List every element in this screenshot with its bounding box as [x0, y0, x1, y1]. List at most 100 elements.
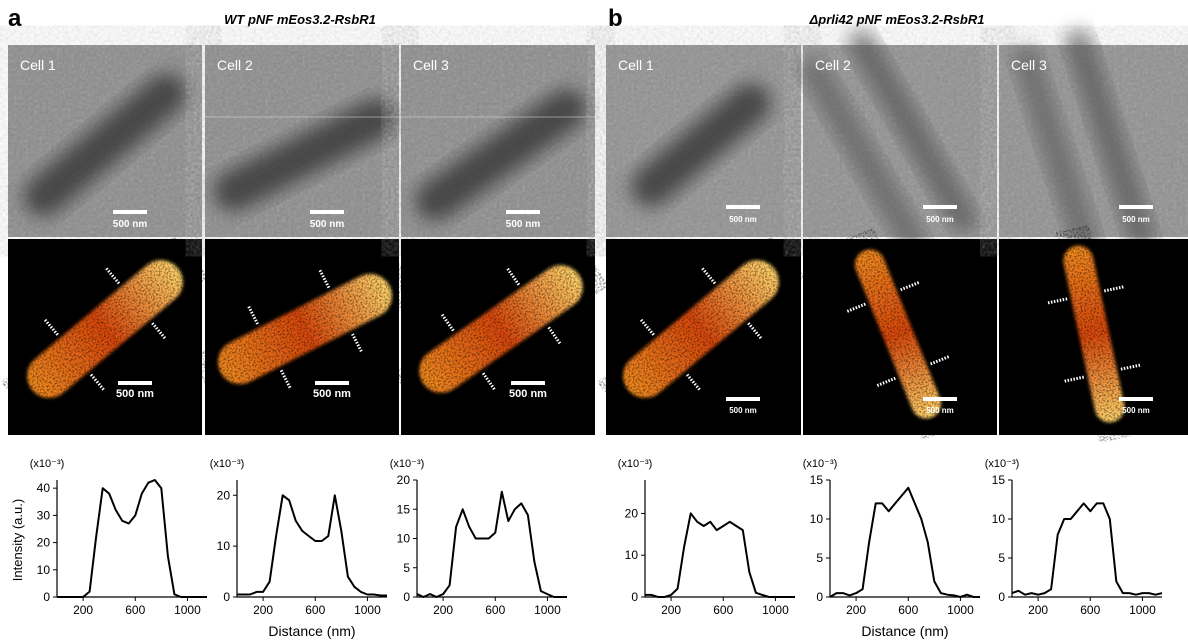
- y-tick-label: 0: [816, 590, 823, 604]
- sr-image: [401, 239, 595, 435]
- x-axis-label: Distance (nm): [268, 623, 355, 639]
- scale-bar-label: 500 nm: [1122, 215, 1150, 224]
- cell-shadow: [848, 30, 977, 233]
- sr-speckle: [854, 249, 942, 419]
- em-image: [606, 45, 801, 237]
- profile-marker: [846, 302, 866, 313]
- sr-speckle: [217, 273, 393, 385]
- panel-label: b: [608, 5, 623, 32]
- cell-name: Cell 2: [217, 57, 253, 73]
- y-tick-label: 30: [37, 508, 51, 522]
- y-tick-label: 0: [998, 590, 1005, 604]
- sr-image: [606, 239, 801, 435]
- scale-bar: [923, 397, 957, 401]
- y-tick-label: 10: [397, 532, 411, 546]
- sr-image: [999, 239, 1188, 435]
- x-tick-label: 600: [485, 603, 505, 617]
- y-tick-label: 0: [403, 590, 410, 604]
- x-tick-label: 200: [1028, 603, 1048, 617]
- y-tick-label: 20: [625, 506, 639, 520]
- y-unit: (x10⁻³): [985, 458, 1020, 470]
- em-image: [401, 45, 595, 237]
- profile-marker: [930, 355, 950, 366]
- x-tick-label: 600: [713, 603, 733, 617]
- y-tick-label: 40: [37, 481, 51, 495]
- scale-bar: [506, 210, 540, 214]
- profile-marker: [506, 267, 521, 286]
- cell-name: Cell 1: [618, 57, 654, 73]
- em-image: [999, 29, 1188, 267]
- y-tick-label: 15: [810, 473, 824, 487]
- scale-bar: [923, 205, 957, 209]
- sr-speckle: [623, 260, 779, 398]
- em-image: [205, 45, 399, 237]
- sr-speckle: [1063, 245, 1125, 423]
- cell-shadow: [801, 57, 930, 261]
- scale-bar: [310, 210, 344, 214]
- y-tick-label: 5: [816, 551, 823, 565]
- scale-bar-label: 500 nm: [509, 388, 547, 400]
- profile-marker: [900, 280, 920, 292]
- y-tick-label: 0: [43, 590, 50, 604]
- cell-name: Cell 3: [1011, 57, 1047, 73]
- scale-bar: [511, 381, 545, 385]
- x-tick-label: 200: [433, 603, 453, 617]
- profile-line: [416, 490, 567, 598]
- profile-marker: [639, 318, 655, 336]
- y-tick-label: 10: [992, 512, 1006, 526]
- x-tick-label: 600: [125, 603, 145, 617]
- profile-line: [645, 512, 795, 598]
- y-unit: (x10⁻³): [803, 458, 838, 470]
- scale-bar: [1119, 397, 1153, 401]
- profile-line: [829, 486, 980, 598]
- cell-shadow: [1013, 46, 1103, 267]
- profile-marker: [151, 322, 167, 340]
- scale-bar-label: 500 nm: [313, 388, 351, 400]
- profile-marker: [318, 269, 331, 289]
- x-tick-label: 600: [898, 603, 918, 617]
- sr-speckle: [419, 265, 583, 393]
- profile-marker: [43, 318, 59, 336]
- profile-marker: [1120, 363, 1141, 371]
- panel-title: WT pNF mEos3.2-RsbR1: [224, 12, 376, 27]
- profile-marker: [876, 376, 896, 388]
- profile-marker: [481, 372, 496, 391]
- scale-bar: [726, 397, 760, 401]
- y-tick-label: 20: [37, 536, 51, 550]
- x-tick-label: 1000: [1129, 603, 1156, 617]
- y-unit: (x10⁻³): [30, 458, 65, 470]
- panel-label: a: [8, 5, 22, 32]
- profile-marker: [547, 326, 562, 345]
- x-tick-label: 1000: [947, 603, 974, 617]
- scale-bar-label: 500 nm: [310, 219, 345, 230]
- y-tick-label: 10: [810, 512, 824, 526]
- x-tick-label: 600: [1080, 603, 1100, 617]
- x-tick-label: 200: [73, 603, 93, 617]
- y-tick-label: 5: [403, 561, 410, 575]
- sr-image: [803, 239, 997, 435]
- y-tick-label: 10: [37, 563, 51, 577]
- x-tick-label: 200: [253, 603, 273, 617]
- cell-name: Cell 1: [20, 57, 56, 73]
- x-tick-label: 200: [661, 603, 681, 617]
- profile-marker: [1047, 297, 1068, 305]
- profile-marker: [351, 333, 363, 353]
- x-tick-label: 600: [305, 603, 325, 617]
- profile-line: [237, 494, 387, 597]
- y-unit: (x10⁻³): [210, 458, 245, 470]
- scale-bar-label: 500 nm: [729, 406, 757, 415]
- y-unit: (x10⁻³): [390, 458, 425, 470]
- scale-bar-label: 500 nm: [116, 388, 154, 400]
- y-tick-label: 0: [631, 590, 638, 604]
- cell-shadow: [1065, 29, 1155, 250]
- x-tick-label: 1000: [762, 603, 789, 617]
- y-tick-label: 15: [992, 473, 1006, 487]
- em-image: [801, 30, 997, 261]
- cell-shadow: [631, 83, 771, 207]
- x-tick-label: 1000: [174, 603, 201, 617]
- profile-marker: [1063, 375, 1085, 383]
- profile-marker: [700, 267, 717, 285]
- scale-bar-label: 500 nm: [1122, 406, 1150, 415]
- profile-marker: [685, 373, 702, 391]
